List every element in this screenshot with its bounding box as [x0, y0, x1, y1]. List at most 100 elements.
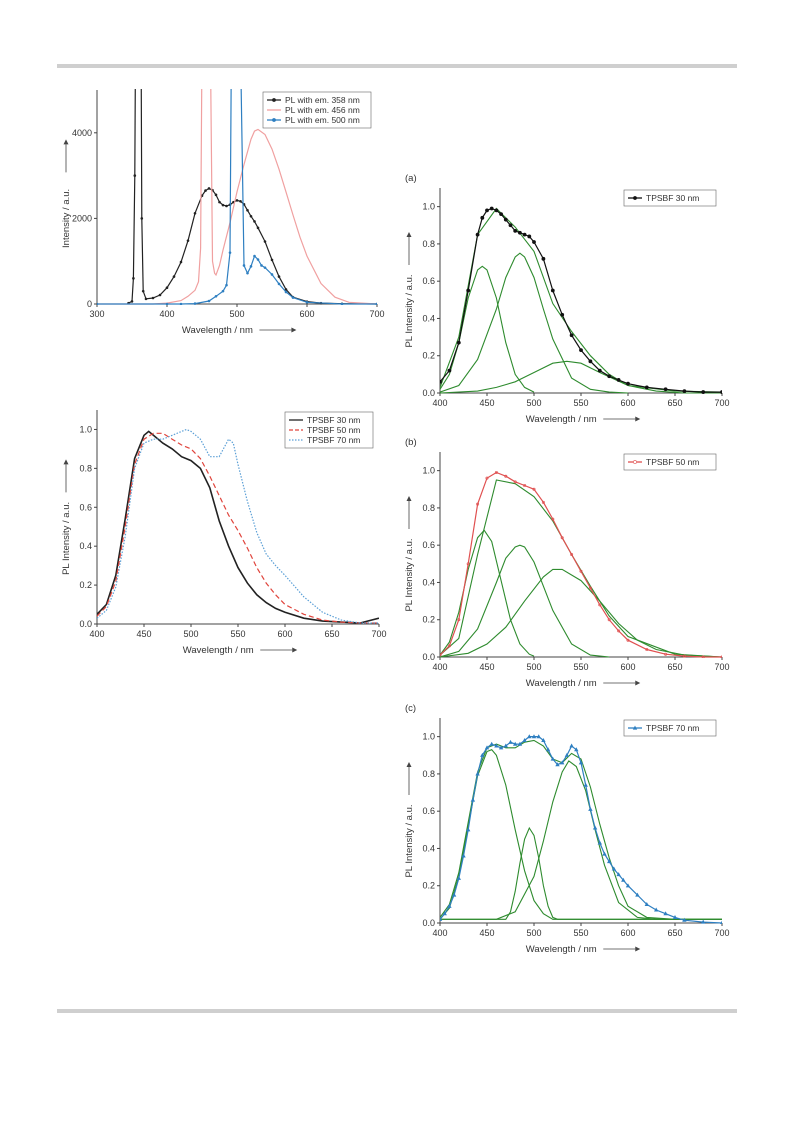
series-point [305, 300, 309, 304]
fit-curve-4 [440, 479, 722, 658]
series-point [597, 840, 602, 845]
series-point [165, 286, 169, 290]
series-point [440, 916, 443, 921]
series-point [179, 302, 183, 305]
y-axis-arrowhead [406, 762, 412, 767]
x-tick-label: 600 [620, 928, 635, 938]
fit-curve-2 [440, 826, 722, 920]
series-point [466, 288, 471, 293]
series-point [701, 919, 706, 924]
series-point [503, 217, 508, 222]
y-tick-label: 0.8 [79, 463, 92, 473]
y-axis-label: PL Intensity / a.u. [404, 274, 415, 347]
series-point [133, 174, 137, 177]
series-point [574, 747, 579, 752]
series-point [541, 500, 545, 504]
series-point [551, 517, 555, 521]
series-point [204, 189, 207, 192]
series-point [682, 389, 687, 394]
x-axis-arrowhead [635, 946, 641, 952]
series-point [193, 302, 197, 305]
series-point [277, 282, 281, 286]
y-axis-label: PL Intensity / a.u. [61, 502, 72, 575]
y-axis-label: Intensity / a.u. [61, 189, 72, 248]
panel-label: (c) [405, 703, 416, 714]
x-tick-label: 600 [620, 662, 635, 672]
series-point [588, 806, 593, 811]
series-point [207, 299, 211, 303]
series-point [644, 385, 649, 390]
fit-curve-2 [440, 544, 610, 658]
series-line-3 [97, 89, 377, 305]
series-line-2 [97, 89, 377, 305]
y-tick-label: 1.0 [422, 202, 435, 212]
series-point [466, 827, 471, 832]
x-axis-label: Wavelength / nm [183, 645, 254, 656]
x-tick-label: 700 [714, 928, 729, 938]
y-axis-arrowhead [63, 459, 69, 465]
x-axis-arrowhead [292, 647, 298, 653]
series-point [172, 275, 176, 278]
series-point [550, 288, 555, 293]
series-point [513, 741, 518, 746]
series-point [253, 220, 256, 223]
y-axis-label: PL Intensity / a.u. [404, 538, 415, 611]
legend-marker [272, 98, 276, 102]
series-line-1 [440, 207, 722, 393]
series-point [207, 187, 211, 190]
chart-panel-c: 400 450 500 550 600 650 700 0.0 0.2 0.4 0.6 0.8 1.0 W… [404, 703, 730, 955]
y-tick-label: 0.4 [422, 577, 435, 587]
series-point [440, 653, 442, 657]
series-point [527, 234, 532, 239]
y-tick-label: 0.2 [422, 615, 435, 625]
series-point [144, 297, 148, 301]
series-point [626, 638, 630, 642]
series-point [451, 892, 457, 897]
series-point [720, 655, 722, 658]
series-point [598, 603, 602, 607]
chart-panel-b: 400 450 500 550 600 650 700 0.0 0.2 0.4 0.6 0.8 1.0 W… [404, 437, 730, 689]
series-point [616, 872, 621, 877]
x-tick-label: 400 [432, 662, 447, 672]
fit-curve-1 [440, 529, 535, 657]
series-point [466, 562, 470, 566]
series-point [545, 747, 551, 752]
series-point [513, 480, 517, 484]
series-point [701, 655, 705, 658]
series-point [583, 782, 588, 787]
x-tick-label: 500 [526, 928, 541, 938]
series-point [621, 877, 626, 882]
series-point [663, 387, 668, 392]
series-point [498, 745, 504, 750]
fit-curve-4 [440, 207, 722, 393]
series-point [277, 275, 281, 278]
x-tick-label: 600 [620, 398, 635, 408]
series-point [597, 368, 602, 373]
y-tick-label: 0.0 [422, 918, 435, 928]
series-point [588, 586, 592, 590]
series-point [611, 866, 617, 871]
series-point [578, 760, 584, 765]
series-point [475, 232, 480, 237]
series-point [140, 217, 144, 220]
series-point [440, 379, 442, 384]
x-tick-label: 650 [324, 629, 339, 639]
series-point [249, 265, 253, 268]
fit-curve-3 [440, 360, 722, 394]
legend-box [623, 189, 717, 207]
fit-curve-3 [440, 760, 722, 920]
series-point [179, 260, 183, 264]
legend-entry: PL with em. 456 nm [285, 105, 360, 115]
y-tick-label: 0 [87, 299, 92, 309]
series-point [447, 903, 452, 908]
x-tick-label: 400 [159, 309, 174, 319]
x-tick-label: 450 [479, 662, 494, 672]
legend-entry: TPSBF 30 nm [646, 193, 699, 203]
series-line-3 [97, 428, 379, 624]
series-point [579, 348, 583, 353]
series-point [242, 264, 246, 267]
series-point [253, 254, 256, 258]
x-tick-label: 500 [229, 309, 244, 319]
series-point [447, 368, 452, 373]
series-point [221, 203, 225, 207]
